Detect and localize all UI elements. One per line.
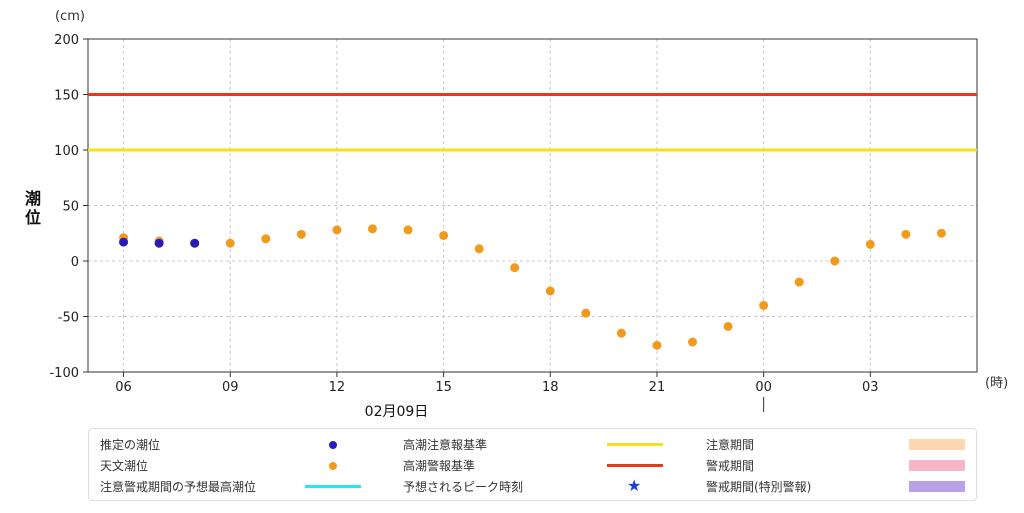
data-point	[154, 238, 164, 248]
legend-label-advisory-level: 高潮注意報基準	[403, 438, 488, 452]
legend-estimated-dot-icon	[329, 441, 337, 449]
data-point	[652, 340, 662, 350]
data-point	[759, 300, 769, 310]
legend-peak-star-icon: ★	[627, 476, 642, 495]
legend-label-astronomical: 天文潮位	[100, 459, 149, 473]
data-point	[545, 286, 555, 296]
data-point	[119, 237, 129, 247]
y-axis-title-char: 潮	[25, 189, 41, 208]
data-point	[367, 224, 377, 234]
data-point	[225, 238, 235, 248]
data-point	[830, 256, 840, 266]
y-axis-title-char: 位	[25, 208, 41, 227]
data-point	[723, 321, 733, 331]
plot-frame	[87, 38, 978, 373]
x-tick-label: 18	[542, 380, 559, 395]
x-tick-label: 12	[329, 380, 346, 395]
data-point	[474, 244, 484, 254]
x-tick-label: 15	[435, 380, 452, 395]
y-tick-label: 200	[54, 33, 79, 48]
data-point	[688, 337, 698, 347]
y-tick-label: -50	[58, 311, 79, 326]
y-tick-label: 150	[54, 89, 79, 104]
legend-label-estimated: 推定の潮位	[100, 438, 161, 452]
legend-special-warning-swatch-icon	[909, 481, 965, 492]
x-tick-label: 03	[862, 380, 879, 395]
data-point	[510, 263, 520, 273]
legend-caution-period-swatch-icon	[909, 439, 965, 450]
date-label: 02月09日	[365, 404, 429, 420]
legend-label-warning-level: 高潮警報基準	[403, 459, 476, 473]
y-tick-label: 50	[62, 200, 79, 215]
legend-astronomical-dot-icon	[329, 462, 337, 470]
data-point	[581, 308, 591, 318]
legend-label-warning-period: 警戒期間	[706, 459, 755, 473]
data-point	[261, 234, 271, 244]
legend-label-special-warning-period: 警戒期間(特別警報)	[706, 480, 812, 494]
legend: 推定の潮位 天文潮位 注意警戒期間の予想最高潮位 高潮注意報基準 高潮警報基準 …	[88, 428, 977, 501]
legend-advisory-line-icon	[607, 443, 663, 446]
x-tick-label: 09	[222, 380, 239, 395]
legend-label-peak-time: 予想されるピーク時刻	[403, 480, 524, 494]
legend-label-caution-period: 注意期間	[706, 438, 755, 452]
data-point	[865, 239, 875, 249]
data-point	[403, 225, 413, 235]
data-point	[439, 230, 449, 240]
data-point	[794, 277, 804, 287]
y-tick-label: 0	[71, 255, 79, 270]
data-point	[616, 328, 626, 338]
y-tick-label: 100	[54, 144, 79, 159]
x-tick-label: 06	[115, 380, 132, 395]
data-point	[332, 225, 342, 235]
legend-warning-period-swatch-icon	[909, 460, 965, 471]
legend-warning-line-icon	[607, 464, 663, 467]
x-unit-label: (時)	[985, 376, 1008, 391]
x-tick-label: 21	[649, 380, 666, 395]
legend-predicted-max-line-icon	[305, 485, 361, 488]
data-point	[296, 229, 306, 239]
data-point	[936, 228, 946, 238]
legend-label-predicted-max: 注意警戒期間の予想最高潮位	[100, 480, 257, 494]
data-point	[901, 229, 911, 239]
tide-chart: 200 150 100 50 0 -50 -100 06 09 12 15 18 21 00 03 (cm) (…	[25, 9, 1008, 420]
x-tick-label: 00	[755, 380, 772, 395]
data-point	[190, 238, 200, 248]
y-unit-label: (cm)	[55, 9, 85, 24]
y-tick-label: -100	[49, 366, 79, 381]
